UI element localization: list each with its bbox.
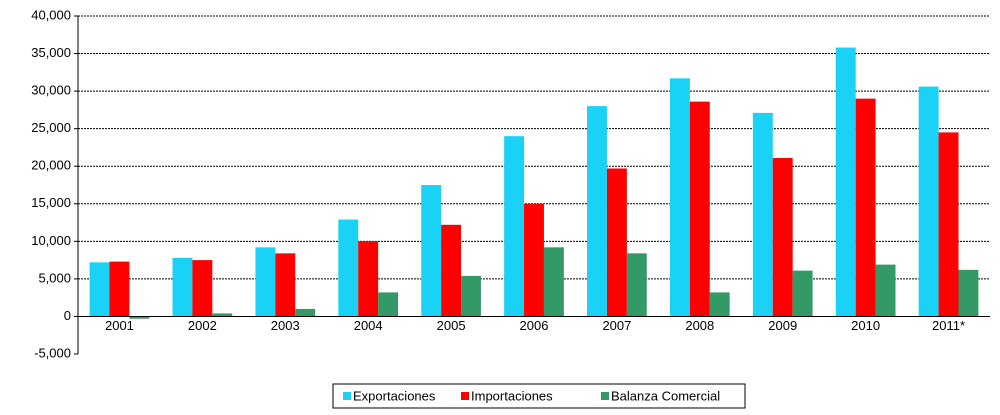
x-tick-label: 2010 — [851, 318, 880, 333]
y-tick-label: 40,000 — [31, 7, 71, 22]
x-tick-label: 2008 — [685, 318, 714, 333]
bar — [752, 112, 773, 317]
bar — [504, 136, 525, 317]
bar — [295, 308, 316, 317]
bar — [338, 219, 359, 317]
y-tick-label: 20,000 — [31, 158, 71, 173]
x-tick-label: 2004 — [354, 318, 383, 333]
x-tick-label: 2005 — [437, 318, 466, 333]
legend-label: Importaciones — [471, 388, 553, 403]
bar — [606, 168, 627, 317]
bar — [587, 106, 607, 317]
legend-swatch — [343, 392, 351, 400]
bar — [855, 98, 876, 317]
x-tick-label: 2001 — [105, 318, 134, 333]
bar — [524, 203, 544, 317]
bar — [378, 292, 399, 317]
bar — [709, 292, 730, 317]
legend-swatch — [461, 392, 469, 400]
x-tick-label: 2002 — [188, 318, 217, 333]
y-tick-label: 0 — [64, 308, 71, 323]
bar — [255, 247, 276, 317]
bar — [958, 269, 979, 317]
y-tick-label: 35,000 — [31, 45, 71, 60]
y-tick-label: 10,000 — [31, 233, 71, 248]
y-tick-label: -5,000 — [34, 345, 71, 360]
x-tick-label: 2007 — [602, 318, 631, 333]
bar — [358, 241, 379, 317]
bar — [875, 264, 896, 317]
bar — [192, 260, 213, 317]
bar — [172, 257, 193, 317]
x-tick-label: 2003 — [271, 318, 300, 333]
bar — [275, 253, 296, 317]
bar — [109, 261, 130, 317]
bar — [689, 101, 710, 317]
legend-label: Exportaciones — [353, 388, 436, 403]
bar — [441, 224, 462, 317]
bar — [918, 86, 939, 317]
y-tick-label: 25,000 — [31, 120, 71, 135]
bar — [792, 270, 813, 317]
y-tick-label: 5,000 — [38, 270, 71, 285]
bar — [89, 262, 110, 317]
bar — [835, 47, 856, 317]
x-tick-label: 2009 — [768, 318, 797, 333]
bar — [129, 316, 150, 319]
legend-swatch — [601, 392, 609, 400]
bar — [626, 253, 647, 317]
x-tick-label: 2011* — [932, 318, 965, 333]
legend-label: Balanza Comercial — [611, 388, 720, 403]
bar — [938, 132, 959, 317]
x-tick-label: 2006 — [520, 318, 549, 333]
bar — [669, 78, 690, 317]
bar — [212, 313, 233, 317]
y-tick-label: 15,000 — [31, 195, 71, 210]
y-tick-label: 30,000 — [31, 83, 71, 98]
bar — [461, 275, 481, 317]
bar — [772, 157, 793, 317]
bar — [421, 185, 442, 317]
legend-box — [332, 383, 746, 409]
bar — [543, 247, 564, 317]
